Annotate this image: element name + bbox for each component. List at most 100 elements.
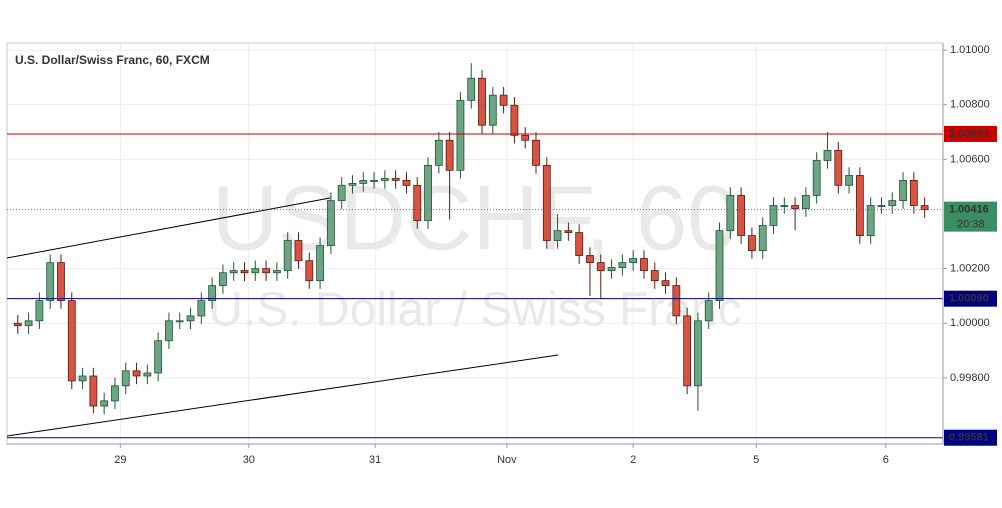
x-tick-label: 30 (243, 454, 255, 466)
candle-body (424, 164, 432, 221)
y-tick-label: 1.01000 (950, 44, 990, 56)
y-tick-label: 0.99800 (950, 372, 990, 384)
candle-body (337, 184, 346, 202)
candle-body (564, 230, 573, 233)
candle-body (672, 285, 681, 317)
candle-body (607, 267, 616, 271)
candle-body (845, 175, 853, 186)
x-tick-label: 6 (883, 454, 889, 466)
candle-body (262, 268, 271, 274)
watermark-subtitle: U.S. Dollar / Swiss Franc (208, 284, 741, 337)
candle-body (575, 232, 584, 256)
level-label-box (944, 429, 997, 446)
candle-body (251, 268, 260, 274)
level-label: 0.99581 (949, 432, 989, 444)
candle-body (186, 315, 195, 322)
x-tick-label: Nov (497, 454, 517, 466)
candle-body (596, 262, 605, 271)
candle-body (348, 183, 357, 186)
candle-body (553, 230, 562, 241)
candle-body (920, 205, 929, 211)
candle-body (100, 400, 109, 407)
candle-body (434, 139, 443, 166)
candle-body (67, 300, 76, 382)
candle-body (143, 372, 152, 377)
candle-body (694, 320, 702, 387)
candle-body (35, 300, 44, 322)
x-tick-label: 29 (114, 454, 126, 466)
candle-body (283, 240, 292, 271)
candle-body (445, 139, 454, 171)
candle-body (57, 262, 65, 301)
candle-body (46, 262, 55, 301)
candle-body (359, 179, 368, 184)
candle-body (326, 200, 335, 247)
candle-body (888, 200, 897, 206)
chart-title: U.S. Dollar/Swiss Franc, 60, FXCM (15, 53, 210, 67)
candle-body (467, 77, 476, 101)
candle-body (801, 195, 810, 209)
candle-body (488, 94, 497, 126)
level-label: 1.00090 (949, 293, 989, 305)
candle-body (229, 270, 238, 274)
candle-body (758, 225, 767, 252)
level-label-box (944, 125, 997, 142)
candle-body (240, 270, 249, 274)
x-tick-label: 31 (369, 454, 381, 466)
candle-body (456, 99, 465, 171)
candle-body (402, 179, 411, 186)
current-price-box (944, 201, 997, 232)
candle-body (521, 134, 530, 141)
candle-body (510, 104, 519, 136)
candle-body (812, 160, 821, 196)
candle-body (542, 164, 551, 241)
x-tick-label: 2 (630, 454, 636, 466)
candle-body (197, 300, 206, 317)
x-tick-label: 5 (753, 454, 759, 466)
current-price-label: 1.00416 (949, 204, 989, 216)
candle-body (640, 258, 648, 271)
candle-body (175, 320, 184, 323)
countdown-label: 20:38 (957, 219, 985, 231)
candle-body (272, 270, 281, 274)
candle-body (586, 255, 594, 264)
candle-body (165, 320, 173, 342)
candle-body (478, 77, 486, 126)
candle-body (219, 272, 227, 286)
candle-body (909, 179, 918, 206)
candle-body (715, 230, 724, 301)
candle-body (532, 139, 540, 166)
candle-body (78, 375, 87, 382)
candle-body (726, 195, 735, 232)
candle-body (737, 195, 746, 236)
candle-body (413, 184, 422, 221)
candle-body (370, 179, 378, 182)
y-tick-label: 1.00600 (950, 153, 990, 165)
candle-body (154, 340, 163, 374)
candle-body (294, 240, 303, 262)
candle-body (13, 322, 22, 327)
candle-body (111, 385, 119, 402)
candle-body (132, 370, 141, 377)
candle-body (823, 149, 832, 161)
candle-body (834, 149, 843, 186)
candle-body (24, 320, 33, 327)
candle-body (121, 370, 130, 387)
y-tick-label: 1.00800 (950, 99, 990, 111)
candle-body (391, 178, 400, 181)
candle-body (866, 205, 875, 236)
candle-body (629, 258, 638, 264)
candle-body (791, 205, 799, 209)
candle-body (208, 285, 217, 301)
candle-body (89, 375, 98, 407)
candle-body (748, 235, 756, 252)
candle-body (618, 262, 627, 268)
candle-body (769, 205, 778, 226)
y-tick-label: 1.00200 (950, 263, 990, 275)
candle-body (704, 300, 713, 322)
level-label-box (944, 290, 997, 307)
candle-body (683, 315, 692, 387)
plot-area (6, 42, 944, 445)
candle-body (650, 270, 659, 282)
